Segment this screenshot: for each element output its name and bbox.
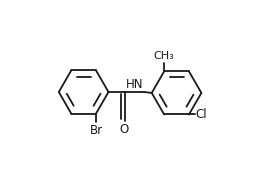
Text: Cl: Cl (196, 108, 207, 121)
Text: HN: HN (125, 77, 143, 91)
Text: O: O (119, 123, 129, 136)
Text: CH₃: CH₃ (154, 51, 175, 61)
Text: Br: Br (90, 124, 103, 137)
